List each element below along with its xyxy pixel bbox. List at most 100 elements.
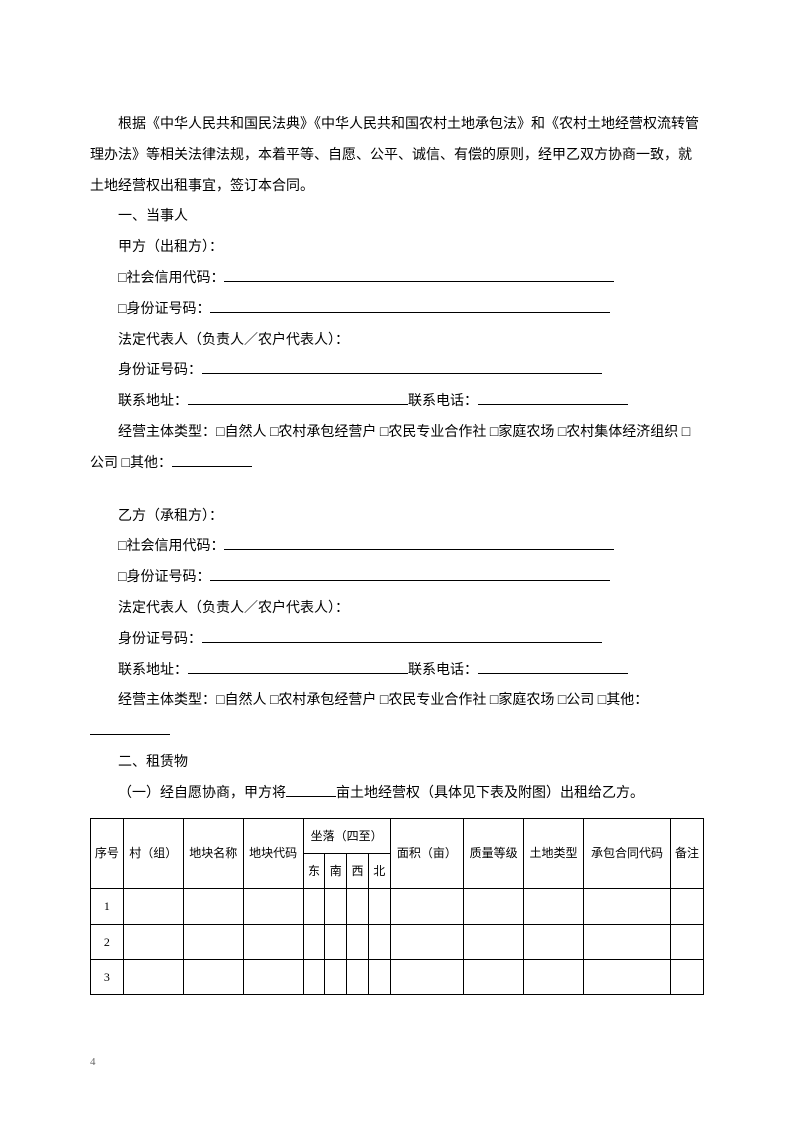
cell-seq: 3	[91, 960, 124, 995]
cell[interactable]	[524, 889, 584, 924]
cell[interactable]	[368, 889, 390, 924]
cell[interactable]	[325, 924, 347, 959]
cell[interactable]	[390, 889, 464, 924]
th-north: 北	[368, 853, 390, 888]
partyA-title: 甲方（出租方）：	[90, 233, 704, 264]
partyB-address-field[interactable]	[188, 660, 408, 674]
partyB-id2-line: 身份证号码：	[90, 625, 704, 656]
cell[interactable]	[671, 924, 704, 959]
cell[interactable]	[464, 960, 524, 995]
section1-title: 一、当事人	[90, 202, 704, 233]
cell[interactable]	[325, 960, 347, 995]
partyA-biztype-other-field[interactable]	[172, 453, 252, 467]
land-table: 序号 村（组） 地块名称 地块代码 坐落（四至） 面积（亩） 质量等级 土地类型…	[90, 818, 704, 996]
th-parcel-name: 地块名称	[183, 818, 243, 889]
cell-seq: 2	[91, 924, 124, 959]
partyA-legal-rep: 法定代表人（负责人／农户代表人）：	[90, 326, 704, 357]
section2-mu-field[interactable]	[286, 783, 336, 797]
partyA-id2-field[interactable]	[202, 360, 602, 374]
th-seq: 序号	[91, 818, 124, 889]
partyB-id2-label: 身份证号码：	[118, 632, 202, 647]
section2-item1-b: 亩土地经营权（具体见下表及附图）出租给乙方。	[336, 786, 644, 801]
cell[interactable]	[584, 960, 671, 995]
cell[interactable]	[368, 960, 390, 995]
cell[interactable]	[671, 889, 704, 924]
partyB-credit-line: □社会信用代码：	[90, 532, 704, 563]
partyA-id-field[interactable]	[210, 299, 610, 313]
partyB-id2-field[interactable]	[202, 629, 602, 643]
cell[interactable]	[183, 960, 243, 995]
partyA-phone-label: 联系电话：	[408, 394, 478, 409]
partyB-credit-label: □社会信用代码：	[118, 539, 224, 554]
cell[interactable]	[584, 924, 671, 959]
cell[interactable]	[243, 960, 303, 995]
th-quality: 质量等级	[464, 818, 524, 889]
partyA-credit-line: □社会信用代码：	[90, 264, 704, 295]
cell[interactable]	[464, 889, 524, 924]
cell[interactable]	[524, 924, 584, 959]
partyA-id2-line: 身份证号码：	[90, 356, 704, 387]
cell[interactable]	[123, 924, 183, 959]
cell[interactable]	[368, 924, 390, 959]
cell[interactable]	[183, 924, 243, 959]
partyB-id-field[interactable]	[210, 567, 610, 581]
cell[interactable]	[671, 960, 704, 995]
th-south: 南	[325, 853, 347, 888]
page-number: 4	[90, 1056, 96, 1068]
cell[interactable]	[325, 889, 347, 924]
th-location: 坐落（四至）	[303, 818, 390, 853]
cell[interactable]	[303, 889, 325, 924]
partyB-contact-line: 联系地址： 联系电话：	[90, 656, 704, 687]
partyB-address-label: 联系地址：	[118, 663, 188, 678]
cell[interactable]	[183, 889, 243, 924]
cell[interactable]	[347, 960, 369, 995]
cell-seq: 1	[91, 889, 124, 924]
partyB-title: 乙方（承租方）：	[90, 502, 704, 533]
cell[interactable]	[123, 960, 183, 995]
th-east: 东	[303, 853, 325, 888]
cell[interactable]	[390, 924, 464, 959]
th-land-type: 土地类型	[524, 818, 584, 889]
section2-title: 二、租赁物	[90, 748, 704, 779]
partyA-credit-field[interactable]	[224, 268, 614, 282]
cell[interactable]	[347, 889, 369, 924]
th-area: 面积（亩）	[390, 818, 464, 889]
partyB-phone-field[interactable]	[478, 660, 628, 674]
cell[interactable]	[123, 889, 183, 924]
section2-item1-a: （一）经自愿协商，甲方将	[118, 786, 286, 801]
partyA-id-line: □身份证号码：	[90, 295, 704, 326]
partyA-address-label: 联系地址：	[118, 394, 188, 409]
partyA-id-label: □身份证号码：	[118, 302, 210, 317]
partyA-phone-field[interactable]	[478, 391, 628, 405]
table-row: 2	[91, 924, 704, 959]
table-row: 3	[91, 960, 704, 995]
table-header-row-1: 序号 村（组） 地块名称 地块代码 坐落（四至） 面积（亩） 质量等级 土地类型…	[91, 818, 704, 853]
cell[interactable]	[303, 960, 325, 995]
cell[interactable]	[243, 924, 303, 959]
th-village: 村（组）	[123, 818, 183, 889]
partyB-biztype: 经营主体类型：□自然人 □农村承包经营户 □农民专业合作社 □家庭农场 □公司 …	[90, 686, 704, 748]
partyA-id2-label: 身份证号码：	[118, 363, 202, 378]
cell[interactable]	[390, 960, 464, 995]
th-remark: 备注	[671, 818, 704, 889]
cell[interactable]	[584, 889, 671, 924]
cell[interactable]	[243, 889, 303, 924]
partyB-legal-rep: 法定代表人（负责人／农户代表人）：	[90, 594, 704, 625]
partyB-credit-field[interactable]	[224, 536, 614, 550]
partyA-address-field[interactable]	[188, 391, 408, 405]
th-contract-code: 承包合同代码	[584, 818, 671, 889]
cell[interactable]	[524, 960, 584, 995]
partyB-phone-label: 联系电话：	[408, 663, 478, 678]
document-body: 根据《中华人民共和国民法典》《中华人民共和国农村土地承包法》和《农村土地经营权流…	[90, 110, 704, 995]
cell[interactable]	[303, 924, 325, 959]
table-row: 1	[91, 889, 704, 924]
intro-paragraph: 根据《中华人民共和国民法典》《中华人民共和国农村土地承包法》和《农村土地经营权流…	[90, 110, 704, 202]
partyA-biztype: 经营主体类型：□自然人 □农村承包经营户 □农民专业合作社 □家庭农场 □农村集…	[90, 418, 704, 480]
th-west: 西	[347, 853, 369, 888]
partyA-credit-label: □社会信用代码：	[118, 271, 224, 286]
cell[interactable]	[347, 924, 369, 959]
th-parcel-code: 地块代码	[243, 818, 303, 889]
partyB-biztype-text: 经营主体类型：□自然人 □农村承包经营户 □农民专业合作社 □家庭农场 □公司 …	[118, 693, 648, 708]
partyB-biztype-other-field[interactable]	[90, 721, 170, 735]
cell[interactable]	[464, 924, 524, 959]
